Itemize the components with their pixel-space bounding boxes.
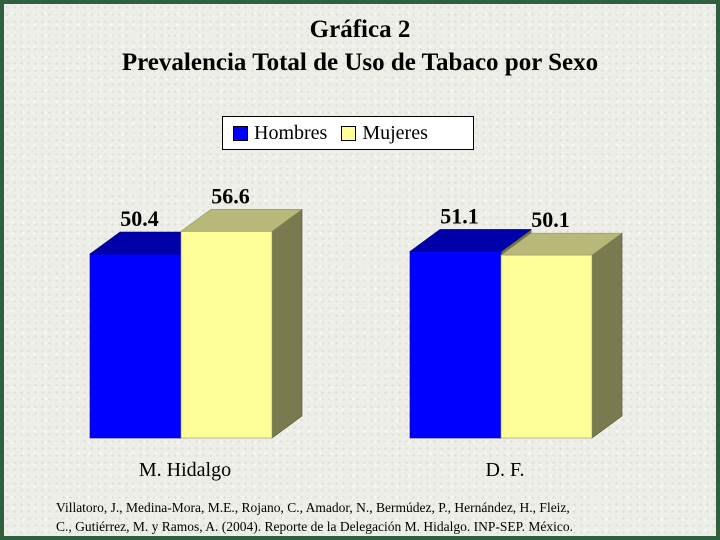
chart-title: Gráfica 2 [309,16,411,43]
source-citation: Villatoro, J., Medina-Mora, M.E., Rojano… [56,498,696,536]
bar-side-mujeres-m-hidalgo [271,208,303,439]
data-label-hombres-m-hidalgo: 50.4 [120,206,159,231]
legend-entry-hombres: Hombres [233,122,327,145]
legend-label-mujeres: Mujeres [362,121,428,144]
legend-entry-mujeres: Mujeres [341,122,428,145]
legend-swatch-hombres [233,125,248,141]
data-label-hombres-d-f: 51.1 [440,203,479,228]
category-label-m-hidalgo: M. Hidalgo [139,459,231,481]
bar-chart: 50.4 56.6 M. Hidalgo 51.1 50.1 D. F. [89,183,623,481]
data-label-mujeres-m-hidalgo: 56.6 [211,183,250,208]
source-line-2: C., Gutiérrez, M. y Ramos, A. (2004). Re… [56,519,574,534]
bar-mujeres-d-f [500,254,593,439]
bar-hombres-m-hidalgo [89,253,182,439]
bar-side-mujeres-d-f [591,232,623,439]
legend-label-hombres: Hombres [254,121,328,144]
bar-mujeres-m-hidalgo [180,231,273,439]
category-label-d-f: D. F. [486,459,525,481]
chart-subtitle: Prevalencia Total de Uso de Tabaco por S… [121,49,599,76]
bar-hombres-d-f [409,251,502,439]
chart-legend: Hombres Mujeres [222,116,474,150]
source-line-1: Villatoro, J., Medina-Mora, M.E., Rojano… [56,500,570,515]
data-label-mujeres-d-f: 50.1 [531,207,570,232]
legend-swatch-mujeres [341,125,357,141]
